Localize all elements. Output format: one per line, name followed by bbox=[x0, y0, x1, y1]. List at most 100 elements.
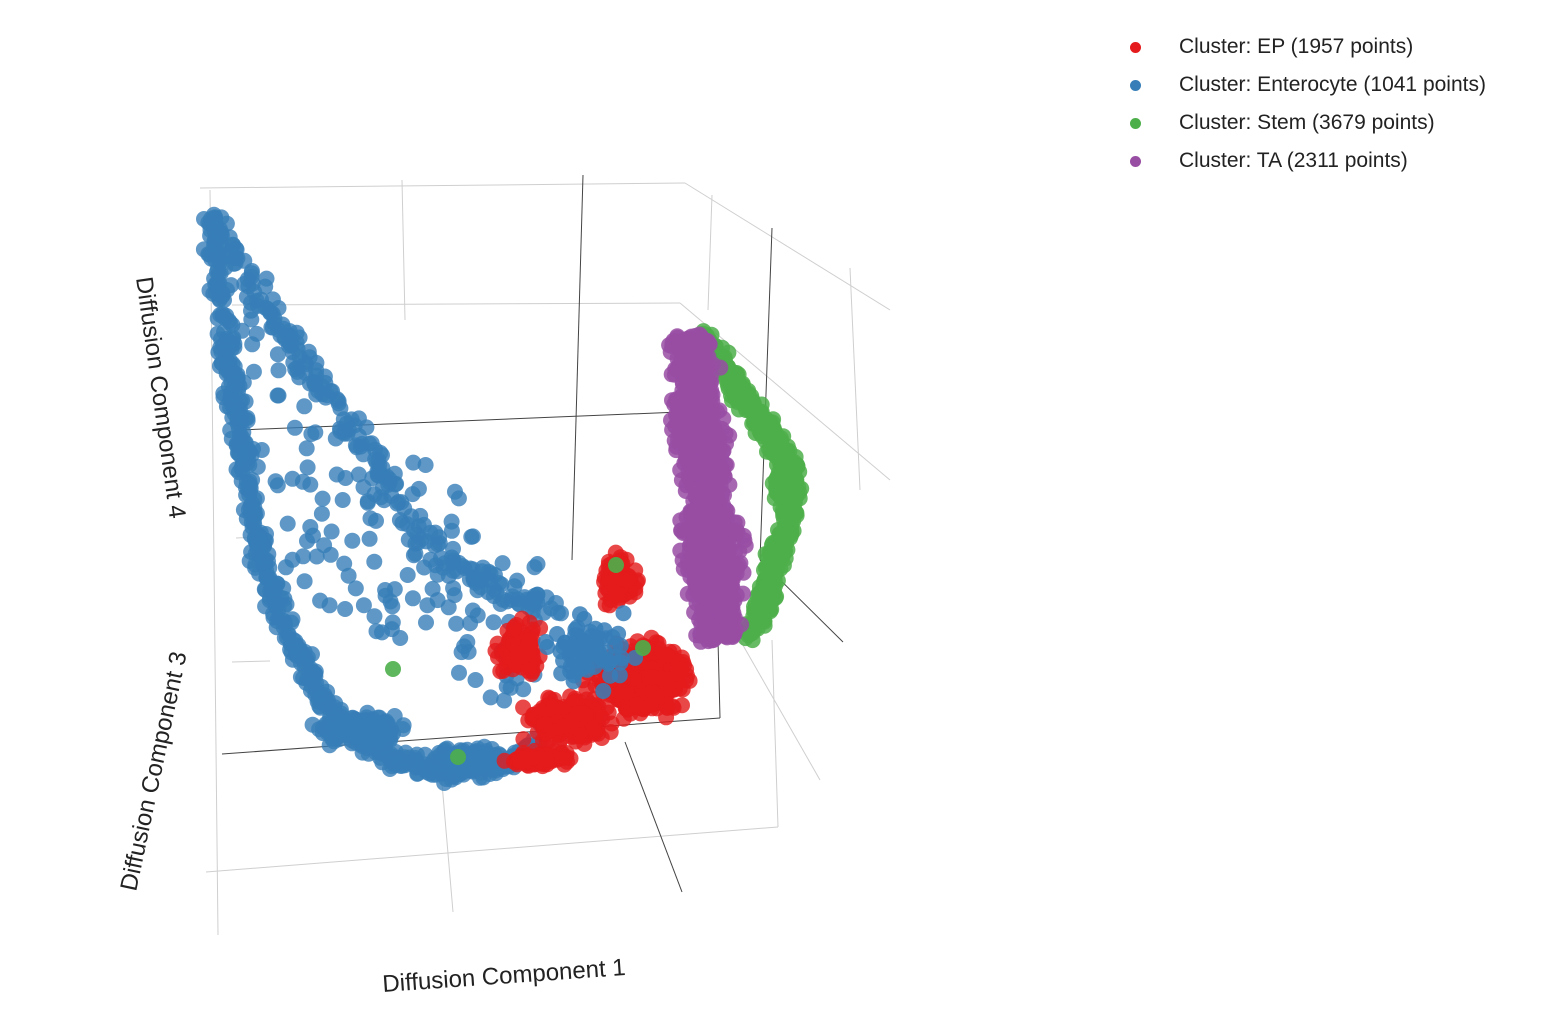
enterocyte-point[interactable] bbox=[330, 731, 347, 748]
enterocyte-point[interactable] bbox=[299, 533, 315, 549]
enterocyte-point[interactable] bbox=[214, 306, 231, 322]
enterocyte-point[interactable] bbox=[417, 457, 434, 473]
enterocyte-point[interactable] bbox=[244, 336, 261, 353]
enterocyte-overlap-point[interactable] bbox=[596, 622, 613, 639]
stem-point[interactable] bbox=[779, 503, 796, 520]
ep-point[interactable] bbox=[520, 662, 537, 679]
ta-point[interactable] bbox=[677, 337, 694, 354]
enterocyte-point[interactable] bbox=[335, 411, 352, 428]
enterocyte-point[interactable] bbox=[299, 459, 316, 476]
enterocyte-point[interactable] bbox=[253, 442, 270, 458]
ep-point[interactable] bbox=[643, 696, 660, 713]
ta-point[interactable] bbox=[698, 559, 714, 576]
enterocyte-point[interactable] bbox=[393, 494, 410, 511]
enterocyte-point[interactable] bbox=[209, 325, 226, 342]
enterocyte-point[interactable] bbox=[267, 473, 284, 490]
legend-item-enterocyte[interactable]: Cluster: Enterocyte (1041 points) bbox=[1124, 66, 1486, 104]
enterocyte-point[interactable] bbox=[296, 573, 313, 590]
enterocyte-point[interactable] bbox=[419, 597, 436, 614]
enterocyte-point[interactable] bbox=[241, 457, 258, 473]
stem-point[interactable] bbox=[760, 577, 777, 594]
stem-point[interactable] bbox=[771, 525, 788, 542]
enterocyte-point[interactable] bbox=[366, 608, 383, 625]
enterocyte-point[interactable] bbox=[314, 490, 331, 507]
enterocyte-point[interactable] bbox=[250, 297, 266, 314]
enterocyte-point[interactable] bbox=[386, 465, 403, 482]
stem-point[interactable] bbox=[769, 456, 785, 473]
enterocyte-point[interactable] bbox=[286, 419, 303, 436]
enterocyte-point[interactable] bbox=[270, 362, 287, 379]
enterocyte-point[interactable] bbox=[330, 395, 347, 412]
enterocyte-overlap-point[interactable] bbox=[537, 634, 554, 650]
legend-item-ep[interactable]: Cluster: EP (1957 points) bbox=[1124, 28, 1486, 66]
ep-point[interactable] bbox=[618, 684, 635, 701]
enterocyte-point[interactable] bbox=[322, 546, 339, 563]
enterocyte-point[interactable] bbox=[291, 369, 308, 386]
enterocyte-point[interactable] bbox=[337, 601, 354, 617]
stem-point[interactable] bbox=[781, 473, 798, 490]
enterocyte-overlap-point[interactable] bbox=[565, 642, 582, 659]
enterocyte-point[interactable] bbox=[416, 559, 433, 576]
enterocyte-point[interactable] bbox=[355, 597, 372, 614]
enterocyte-point[interactable] bbox=[450, 490, 467, 507]
ep-point[interactable] bbox=[625, 670, 642, 687]
enterocyte-point[interactable] bbox=[446, 587, 463, 604]
enterocyte-point[interactable] bbox=[485, 588, 502, 605]
ta-point[interactable] bbox=[735, 585, 751, 602]
enterocyte-point[interactable] bbox=[312, 592, 329, 609]
enterocyte-point[interactable] bbox=[243, 544, 260, 560]
ep-point[interactable] bbox=[489, 635, 506, 652]
enterocyte-overlap-point[interactable] bbox=[602, 667, 619, 684]
enterocyte-point[interactable] bbox=[372, 719, 389, 736]
enterocyte-point[interactable] bbox=[278, 629, 295, 646]
enterocyte-point[interactable] bbox=[392, 630, 409, 646]
enterocyte-point[interactable] bbox=[264, 579, 281, 596]
enterocyte-point[interactable] bbox=[440, 599, 457, 616]
enterocyte-point[interactable] bbox=[303, 426, 320, 442]
enterocyte-overlap-point[interactable] bbox=[572, 606, 588, 623]
ep-point[interactable] bbox=[524, 749, 541, 766]
stem-point[interactable] bbox=[762, 592, 779, 609]
ta-point[interactable] bbox=[707, 470, 723, 487]
enterocyte-point[interactable] bbox=[437, 741, 454, 758]
ta-point[interactable] bbox=[701, 533, 718, 550]
enterocyte-point[interactable] bbox=[277, 559, 294, 576]
enterocyte-point[interactable] bbox=[547, 595, 564, 611]
enterocyte-point[interactable] bbox=[242, 498, 259, 515]
ep-point[interactable] bbox=[496, 752, 513, 769]
enterocyte-point[interactable] bbox=[269, 346, 286, 363]
stem-outlier-point[interactable] bbox=[385, 661, 401, 677]
ep-point[interactable] bbox=[610, 587, 627, 604]
ep-point[interactable] bbox=[673, 661, 690, 678]
enterocyte-point[interactable] bbox=[243, 311, 260, 328]
stem-point[interactable] bbox=[745, 399, 762, 416]
stem-point[interactable] bbox=[768, 541, 785, 558]
ep-point[interactable] bbox=[538, 751, 555, 768]
stem-point[interactable] bbox=[746, 414, 763, 431]
enterocyte-point[interactable] bbox=[238, 288, 255, 305]
enterocyte-point[interactable] bbox=[400, 531, 417, 548]
enterocyte-point[interactable] bbox=[478, 751, 495, 768]
enterocyte-point[interactable] bbox=[462, 615, 479, 632]
enterocyte-point[interactable] bbox=[431, 755, 448, 771]
enterocyte-point[interactable] bbox=[356, 712, 373, 729]
stem-point[interactable] bbox=[724, 378, 741, 395]
enterocyte-point[interactable] bbox=[313, 505, 330, 522]
ep-point[interactable] bbox=[673, 649, 690, 666]
enterocyte-point[interactable] bbox=[464, 602, 481, 619]
enterocyte-point[interactable] bbox=[223, 362, 240, 379]
enterocyte-point[interactable] bbox=[491, 575, 508, 591]
ep-point[interactable] bbox=[536, 716, 553, 733]
legend-item-ta[interactable]: Cluster: TA (2311 points) bbox=[1124, 142, 1486, 180]
legend-item-stem[interactable]: Cluster: Stem (3679 points) bbox=[1124, 104, 1486, 142]
stem-outlier-point[interactable] bbox=[450, 749, 466, 765]
enterocyte-point[interactable] bbox=[243, 268, 260, 285]
enterocyte-point[interactable] bbox=[358, 419, 375, 436]
enterocyte-point[interactable] bbox=[264, 291, 281, 308]
enterocyte-point[interactable] bbox=[347, 580, 364, 597]
ta-point[interactable] bbox=[714, 443, 731, 460]
stem-point[interactable] bbox=[766, 490, 783, 507]
ep-point[interactable] bbox=[545, 698, 562, 715]
enterocyte-point[interactable] bbox=[318, 719, 335, 736]
